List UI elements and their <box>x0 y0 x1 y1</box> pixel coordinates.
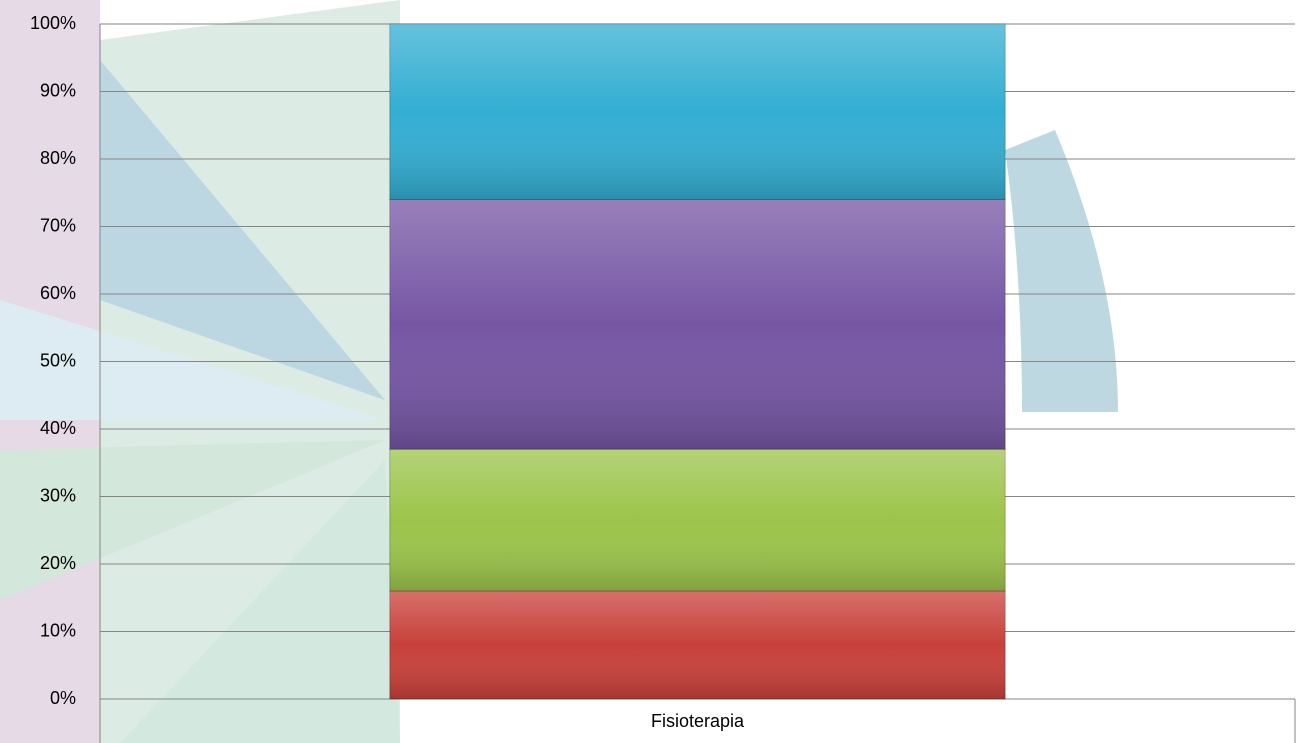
bar-shade <box>389 591 1006 699</box>
y-tick-label: 100% <box>30 13 76 33</box>
y-tick-label: 10% <box>40 620 76 640</box>
x-tick-label: Fisioterapia <box>651 711 745 731</box>
bar-shade <box>389 24 1006 200</box>
y-tick-label: 40% <box>40 418 76 438</box>
y-tick-label: 60% <box>40 283 76 303</box>
bar-shade <box>389 449 1006 591</box>
bar-shade <box>389 199 1006 450</box>
y-tick-label: 50% <box>40 350 76 370</box>
y-tick-label: 90% <box>40 80 76 100</box>
background-decoration <box>0 0 1118 743</box>
y-tick-label: 20% <box>40 553 76 573</box>
y-tick-label: 0% <box>50 688 76 708</box>
y-tick-label: 30% <box>40 485 76 505</box>
y-tick-label: 70% <box>40 215 76 235</box>
plot-area: 0% 10% 20% 30% 40% 50% 60% 70% 80% 90% 100% Fisiote… <box>30 13 1296 743</box>
y-tick-label: 80% <box>40 148 76 168</box>
